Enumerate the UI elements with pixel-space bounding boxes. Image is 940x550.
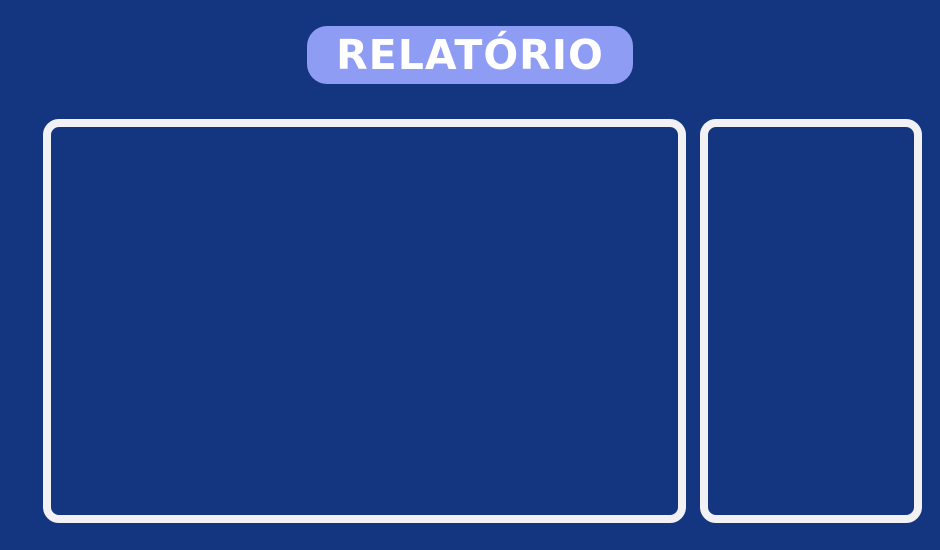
page-title: RELATÓRIO	[336, 30, 604, 79]
main-panel	[43, 119, 686, 523]
side-panel	[700, 119, 922, 523]
title-badge: RELATÓRIO	[307, 26, 633, 84]
